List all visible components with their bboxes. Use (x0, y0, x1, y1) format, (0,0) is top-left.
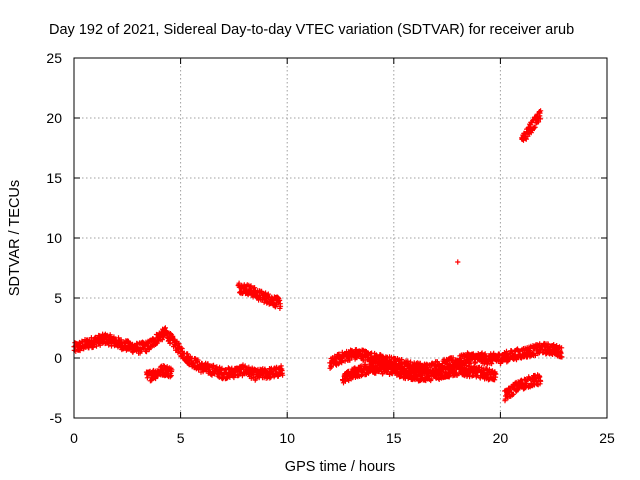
data-points (71, 108, 565, 404)
y-tick-label: 25 (46, 50, 62, 66)
x-axis-label: GPS time / hours (285, 459, 395, 475)
x-tick-label: 25 (599, 430, 615, 446)
data-point-cluster (235, 280, 284, 311)
data-point-cluster (71, 325, 286, 383)
series-lower-arc-20-22h (502, 372, 544, 404)
x-axis-ticks: 0 5 10 15 20 25 (70, 58, 615, 446)
x-tick-label: 20 (493, 430, 509, 446)
y-tick-label: 10 (46, 230, 62, 246)
x-tick-label: 15 (386, 430, 402, 446)
series-lower-arc-3-3-4-8h (143, 363, 175, 384)
y-tick-label: 5 (54, 290, 62, 306)
series-isolated-point (455, 259, 461, 265)
data-point-cluster (340, 360, 499, 386)
data-point-cluster (143, 363, 175, 384)
series-upper-arc-7-7-9-8h (235, 280, 284, 311)
y-tick-label: 0 (54, 350, 62, 366)
data-point-cluster (519, 108, 544, 143)
x-tick-label: 5 (177, 430, 185, 446)
x-tick-label: 10 (279, 430, 295, 446)
y-axis-label: SDTVAR / TECUs (7, 180, 23, 296)
x-tick-label: 0 (70, 430, 78, 446)
series-main-band-0-10h (71, 325, 286, 383)
series-high-arc-21-22h (519, 108, 544, 143)
series-secondary-band-12-5-20h (340, 360, 499, 386)
y-tick-label: 15 (46, 170, 62, 186)
data-point-cluster (502, 372, 544, 404)
data-point (455, 259, 461, 265)
y-axis-ticks: -5 0 5 10 15 20 25 (46, 50, 607, 426)
y-tick-label: -5 (50, 410, 63, 426)
chart-title: Day 192 of 2021, Sidereal Day-to-day VTE… (49, 22, 574, 38)
y-tick-label: 20 (46, 110, 62, 126)
